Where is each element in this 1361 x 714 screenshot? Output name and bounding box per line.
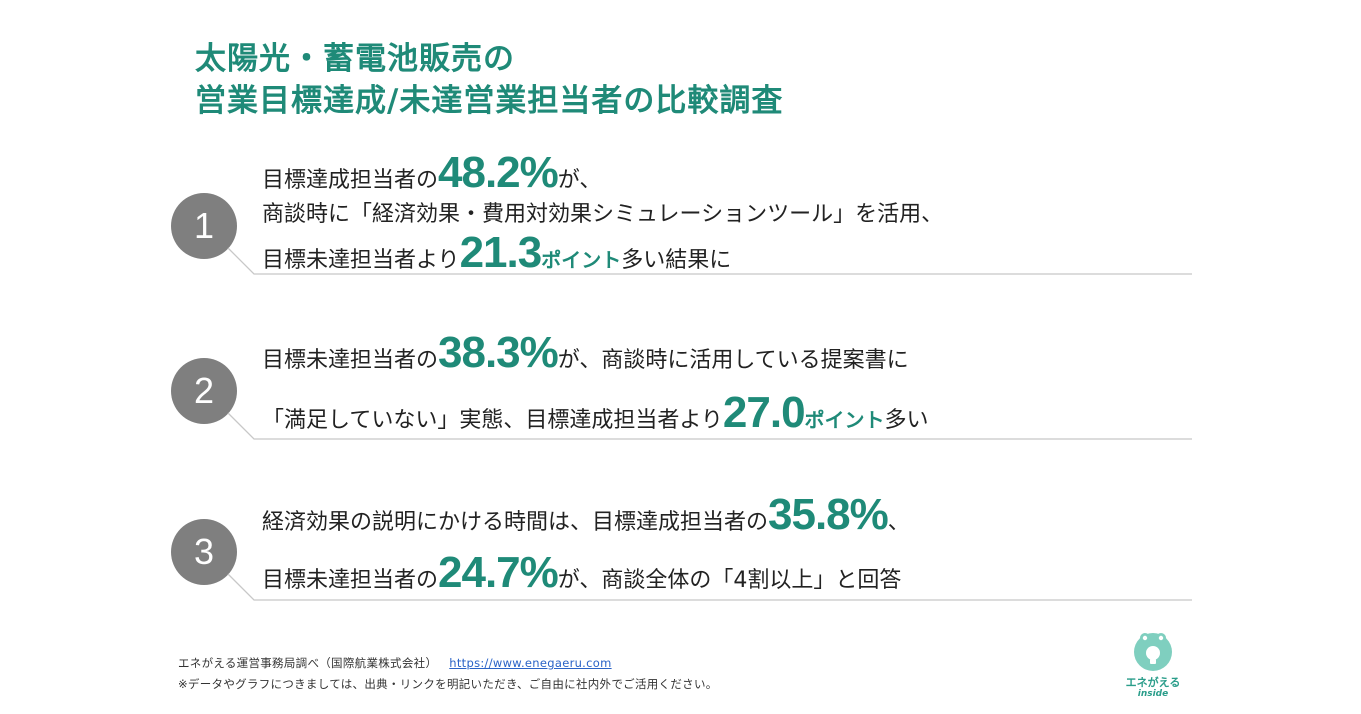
footer-source: エネがえる運営事務局調べ（国際航業株式会社） https://www.enegae… [178,655,612,671]
item-1-line-1-text: 目標達成担当者の [262,168,439,193]
item-1-line-3: 目標未達担当者より21.3ポイント多い結果に [262,231,732,276]
item-1-line-2: 商談時に「経済効果・費用対効果シミュレーションツール」を活用、 [262,202,944,227]
enegaeru-logo: エネがえる inside [1118,628,1188,704]
page-title: 太陽光・蓄電池販売の 営業目標達成/未達営業担当者の比較調査 [195,38,783,122]
item-1-number-badge: 1 [171,193,237,259]
item-3-line-1: 経済効果の説明にかける時間は、目標達成担当者の35.8%、 [262,493,910,538]
item-3-line-1-suffix: 、 [887,510,910,535]
item-2-number-badge: 2 [171,358,237,424]
item-2-line-2-text: 「満足していない」実態、目標達成担当者より [262,408,723,433]
item-3-line-2-text: 目標未達担当者の [262,568,439,593]
logo-text: エネがえる [1125,676,1181,689]
item-3-number-badge: 3 [171,519,237,585]
frog-bulb-icon [1134,633,1172,671]
item-1-line-1-suffix: が、 [557,168,602,193]
footer-source-link[interactable]: https://www.enegaeru.com [449,656,612,670]
footer-source-text: エネがえる運営事務局調べ（国際航業株式会社） [178,656,438,670]
item-1-stat-48-2: 48.2% [438,148,559,197]
item-2-line-1-text: 目標未達担当者の [262,348,439,373]
item-2-stat-27-0: 27.0 [722,388,806,437]
item-3-stat-24-7: 24.7% [438,548,559,597]
logo-subtext: inside [1137,689,1169,699]
item-1-point-label: ポイント [541,248,622,272]
item-2-line-1: 目標未達担当者の38.3%が、商談時に活用している提案書に [262,331,909,376]
item-2-point-label: ポイント [804,408,885,432]
title-line-2: 営業目標達成/未達営業担当者の比較調査 [195,83,784,119]
item-3-line-2: 目標未達担当者の24.7%が、商談全体の「4割以上」と回答 [262,551,902,596]
title-line-1: 太陽光・蓄電池販売の [195,41,515,77]
item-2-line-2: 「満足していない」実態、目標達成担当者より27.0ポイント多い [262,391,929,436]
footer-note: ※データやグラフにつきましては、出典・リンクを明記いただき、ご自由に社内外でご活… [178,677,718,691]
item-1-stat-21-3: 21.3 [459,228,543,277]
item-1-line-3-text: 目標未達担当者より [262,248,460,273]
item-1-line-1: 目標達成担当者の48.2%が、 [262,151,602,196]
item-3-stat-35-8: 35.8% [768,490,889,539]
item-1-line-3-suffix: 多い結果に [621,248,732,273]
item-2-line-2-suffix: 多い [884,408,929,433]
item-2-stat-38-3: 38.3% [438,328,559,377]
item-2-line-1-suffix: が、商談時に活用している提案書に [557,348,909,373]
item-3-line-1-text: 経済効果の説明にかける時間は、目標達成担当者の [262,510,769,535]
item-3-line-2-suffix: が、商談全体の「4割以上」と回答 [557,568,902,593]
